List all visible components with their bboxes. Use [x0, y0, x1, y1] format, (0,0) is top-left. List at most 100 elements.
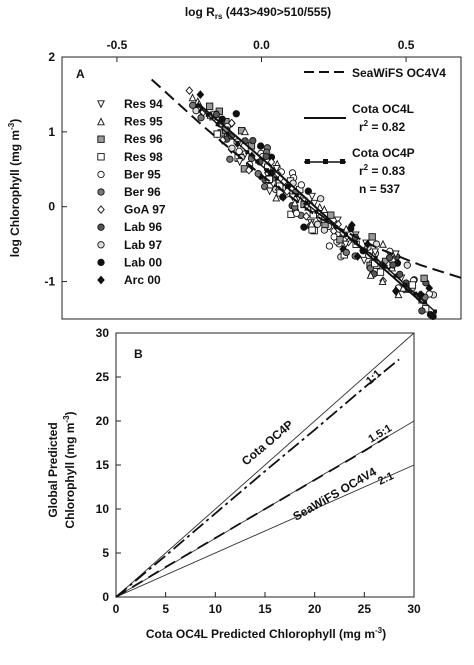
legend-marker-tri-down: [97, 100, 105, 109]
legend-label: Res 95: [124, 115, 163, 129]
scatter-point: [308, 192, 316, 201]
scatter-point: [394, 290, 403, 299]
panel-a-series-legend: Res 94 Res 95 Res 96 Res 98 Ber 95 Ber 96 GoA …: [97, 97, 166, 287]
legend-label: GoA 97: [124, 203, 166, 217]
panel-b-x-axis-title-main: Cota OC4L Predicted Chlorophyll (mg m: [146, 627, 375, 641]
scatter-point: [309, 211, 317, 219]
legend-marker-square-hatch: [97, 135, 105, 143]
panel-a-oc4p-marker: [255, 159, 260, 164]
scatter-point: [376, 268, 385, 276]
legend-marker-circle: [97, 170, 105, 179]
panel-b-x-ticks: 0 5 10 15 20 25 30: [113, 592, 421, 616]
scatter-point: [226, 155, 234, 163]
panel-b-y-axis-title-2-main: Chlorophyll (mg m: [63, 423, 77, 529]
scatter-point: [228, 144, 236, 152]
panel-b-x-tick-label: 10: [209, 602, 223, 616]
panel-a-oc4p-marker: [205, 112, 210, 117]
scatter-point: [292, 209, 301, 217]
scatter-point: [336, 236, 344, 244]
scatter-point: [235, 158, 244, 167]
legend-marker-tri-up: [97, 117, 105, 126]
panel-a-oc4p-marker: [373, 255, 378, 260]
scatter-point: [371, 248, 380, 257]
legend-marker-diamond: [97, 205, 105, 214]
panel-b-x-tick-label: 0: [113, 602, 120, 616]
legend-label: Lab 00: [124, 255, 162, 269]
panel-b-y-tick-label: 20: [96, 414, 110, 428]
legend-oc4l-stat: r2 = 0.82: [359, 119, 405, 134]
scatter-point: [360, 256, 369, 265]
scatter-point: [379, 239, 387, 248]
panel-a-oc4p-marker: [245, 150, 250, 155]
panel-b-ref-line: [115, 332, 415, 598]
scatter-point: [353, 252, 362, 261]
legend-label: Lab 96: [124, 220, 162, 234]
panel-a-y-tick-label: 0: [48, 200, 55, 214]
panel-a: A log Rrs (443>490>510/555) log Chloroph…: [7, 5, 462, 321]
scatter-point: [403, 261, 411, 269]
panel-a-oc4p-marker: [195, 103, 200, 108]
legend-label: Res 98: [124, 150, 163, 164]
scatter-point: [342, 248, 350, 257]
panel-a-oc4p-marker: [225, 131, 230, 136]
scatter-point: [272, 165, 281, 174]
panel-b-x-axis-title: Cota OC4L Predicted Chlorophyll (mg m-3): [146, 626, 386, 641]
legend-oc4p-label: Cota OC4P: [352, 146, 415, 160]
panel-b-label: B: [134, 347, 143, 361]
scatter-point: [272, 193, 281, 202]
panel-b-ref-line: [115, 464, 415, 598]
panel-a-y-axis-title-sup: -3: [7, 122, 16, 130]
panel-a-oc4p-marker: [215, 122, 220, 127]
panel-b-y-axis-title-2-tail: ): [63, 411, 77, 415]
panel-a-oc4p-marker: [353, 240, 358, 245]
panel-b-x-axis-title-tail: ): [382, 627, 386, 641]
panel-a-top-ticks: -0.5 0.0 0.5: [107, 38, 415, 62]
scatter-point: [227, 118, 236, 128]
scatter-point: [290, 198, 299, 207]
panel-a-oc4p-marker: [403, 282, 408, 287]
scatter-point: [418, 307, 426, 315]
scatter-point: [257, 142, 265, 150]
panel-a-top-tick-label: 0.0: [253, 38, 270, 52]
panel-b-x-tick-label: 5: [162, 602, 169, 616]
legend-oc4p-stat: r2 = 0.83: [359, 163, 405, 178]
scatter-point: [188, 93, 197, 102]
panel-a-oc4p-marker: [413, 291, 418, 296]
legend-oc4p-marker-1: [305, 159, 310, 164]
scatter-point: [235, 147, 243, 155]
legend-label: Res 96: [124, 132, 163, 146]
scatter-point: [297, 181, 305, 189]
scatter-point: [254, 170, 262, 178]
legend-marker-circle-filled: [97, 258, 105, 267]
legend-oc4p-marker-3: [340, 159, 345, 164]
panel-a-line-oc4l: [197, 102, 425, 305]
legend-oc4p-stat-val: = 0.83: [368, 164, 405, 178]
legend-label: Res 94: [124, 97, 163, 111]
legend-label: Lab 97: [124, 238, 162, 252]
panel-a-line-legend: SeaWiFS OC4V4 Cota OC4L r2 = 0.82 Cota O…: [304, 66, 446, 196]
panel-b-ref-label-2-1: 2:1: [376, 470, 395, 488]
panel-b-x-tick-label: 25: [358, 602, 372, 616]
scatter-point: [420, 274, 428, 282]
panel-a-y-ticks: -1 0 1 2: [44, 50, 67, 289]
scatter-point: [249, 136, 257, 145]
scatter-point: [317, 195, 325, 203]
legend-marker-square: [97, 153, 105, 161]
legend-oc4v4-label: SeaWiFS OC4V4: [352, 66, 446, 80]
scatter-point: [185, 86, 194, 96]
legend-marker-diamond-filled: [97, 275, 105, 285]
legend-oc4l-stat-r: r: [359, 120, 364, 134]
legend-label: Arc 00: [124, 273, 161, 287]
scatter-point: [307, 219, 316, 228]
panel-a-label: A: [76, 67, 85, 81]
panel-a-oc4p-marker: [284, 184, 289, 189]
scatter-point: [304, 187, 312, 195]
scatter-point: [241, 127, 249, 136]
panel-b-y-axis-title-2-sup: -3: [62, 415, 71, 423]
scatter-point: [300, 223, 308, 231]
scatter-point: [392, 286, 400, 296]
panel-b-y-tick-label: 25: [96, 370, 110, 384]
scatter-point: [320, 205, 329, 214]
